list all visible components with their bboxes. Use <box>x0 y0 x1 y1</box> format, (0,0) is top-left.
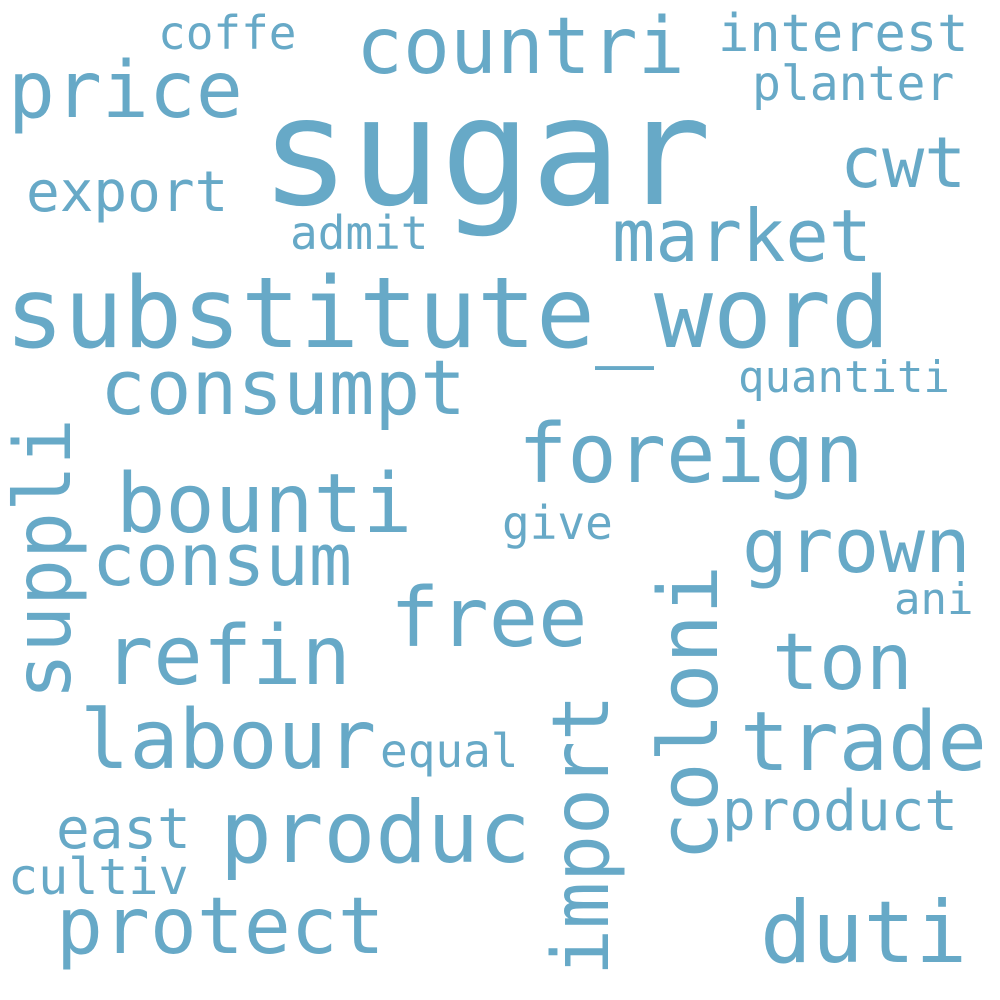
word-consum: consum <box>92 518 353 602</box>
word-ani: ani <box>894 574 974 625</box>
word-duti: duti <box>760 883 968 983</box>
word-refin: refin <box>104 609 351 704</box>
word-equal: equal <box>380 724 519 778</box>
word-admit: admit <box>290 206 429 260</box>
word-give: give <box>502 496 613 550</box>
word-free: free <box>390 571 588 666</box>
word-suppli: suppli <box>0 418 89 700</box>
word-substitute-word: substitute_word <box>5 257 891 371</box>
word-import: import <box>537 694 627 976</box>
word-east: east <box>56 797 191 862</box>
word-foreign: foreign <box>518 407 864 502</box>
word-trade: trade <box>740 695 987 790</box>
word-interest: interest <box>718 4 969 64</box>
word-price: price <box>8 46 243 136</box>
word-countri: countri <box>356 2 685 92</box>
word-produc: produc <box>220 783 531 883</box>
word-product: product <box>722 779 959 844</box>
word-cultiv: cultiv <box>8 848 189 906</box>
word-labour: labour <box>80 693 377 788</box>
word-grown: grown <box>742 501 971 590</box>
word-ton: ton <box>772 618 913 708</box>
word-sugar: sugar <box>260 66 712 240</box>
word-quantiti: quantiti <box>738 352 950 403</box>
word-consumpt: consumpt <box>100 343 467 432</box>
word-cwt: cwt <box>840 122 967 204</box>
word-protect: protect <box>56 882 385 972</box>
word-bounti: bounti <box>116 457 413 552</box>
word-coloni: coloni <box>642 564 737 862</box>
word-market: market <box>612 194 873 278</box>
word-export: export <box>26 160 229 225</box>
word-planter: planter <box>752 56 955 112</box>
word-coffe: coffe <box>158 6 297 60</box>
